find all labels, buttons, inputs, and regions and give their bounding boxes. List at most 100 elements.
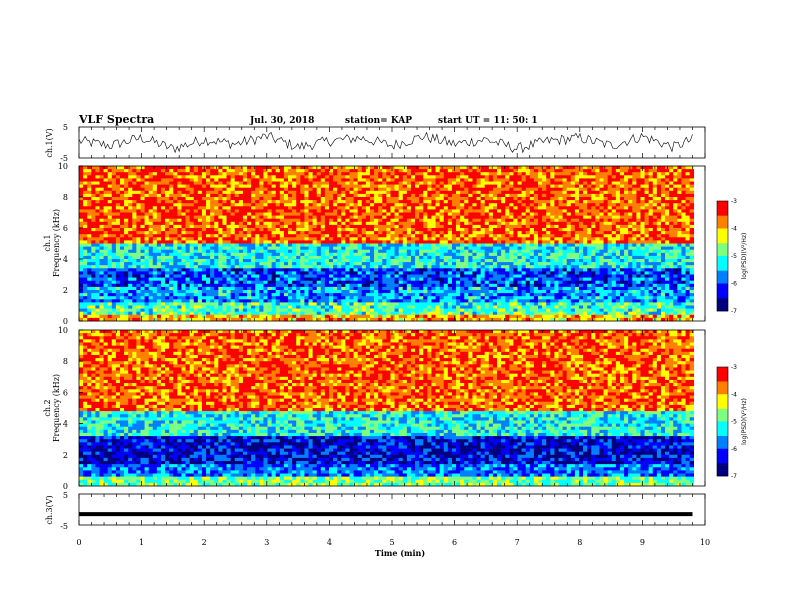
spectrogram-cell <box>79 231 84 235</box>
spectrogram-cell <box>538 200 543 204</box>
spectrogram-cell <box>464 237 469 241</box>
spectrogram-cell <box>87 215 92 219</box>
spectrogram-cell <box>119 224 125 229</box>
spectrogram-cell <box>595 218 600 223</box>
spectrogram-cell <box>439 243 445 247</box>
spectrogram-cell <box>443 206 449 210</box>
spectrogram-cell <box>181 190 186 195</box>
spectrogram-cell <box>238 169 244 173</box>
spectrogram-cell <box>99 193 104 198</box>
spectrogram-cell <box>595 178 600 182</box>
spectrogram-cell <box>554 215 559 219</box>
spectrogram-cell <box>554 237 559 241</box>
spectrogram-cell <box>95 252 100 257</box>
spectrogram-cell <box>681 197 686 201</box>
spectrogram-cell <box>615 184 621 188</box>
spectrogram-cell <box>263 172 268 176</box>
spectrogram-cell <box>648 184 654 188</box>
spectrogram-cell <box>570 246 576 250</box>
spectrogram-cell <box>677 169 682 173</box>
spectrogram-cell <box>382 203 387 207</box>
spectrogram-cell <box>435 252 440 257</box>
spectrogram-cell <box>538 206 543 210</box>
spectrogram-cell <box>333 187 338 192</box>
spectrogram-cell <box>562 265 567 269</box>
spectrogram-cell <box>353 255 358 260</box>
spectrogram-cell <box>632 262 637 266</box>
spectrogram-cell <box>316 252 322 257</box>
spectrogram-cell <box>644 215 649 219</box>
spectrogram-cell <box>435 206 440 210</box>
spectrogram-cell <box>632 178 637 182</box>
spectrogram-cell <box>615 231 621 235</box>
spectrogram-cell <box>378 172 383 176</box>
spectrogram-cell <box>107 221 113 226</box>
spectrogram-cell <box>456 218 461 223</box>
spectrogram-cell <box>124 252 129 257</box>
spectrogram-cell <box>353 243 358 247</box>
spectrogram-cell <box>492 190 498 195</box>
spectrogram-cell <box>398 246 404 250</box>
spectrogram-cell <box>525 193 531 198</box>
spectrogram-cell <box>431 234 436 238</box>
spectrogram-cell <box>99 246 104 250</box>
spectrogram-cell <box>83 209 88 213</box>
spectrogram-cell <box>234 206 240 210</box>
spectrogram-cell <box>447 178 453 182</box>
spectrogram-cell <box>665 212 670 216</box>
spectrogram-cell <box>410 259 416 263</box>
spectrogram-cell <box>308 218 313 223</box>
spectrogram-cell <box>497 218 502 223</box>
spectrogram-cell <box>316 206 322 210</box>
spectrogram-cell <box>119 262 125 266</box>
spectrogram-cell <box>468 221 473 226</box>
spectrogram-cell <box>91 231 96 235</box>
spectrogram-cell <box>83 184 88 188</box>
spectrogram-cell <box>390 255 395 260</box>
spectrogram-cell <box>255 221 260 226</box>
spectrogram-cell <box>361 240 367 244</box>
spectrogram-cell <box>681 240 686 244</box>
spectrogram-cell <box>574 246 580 250</box>
spectrogram-cell <box>624 218 629 223</box>
spectrogram-cell <box>95 193 100 198</box>
spectrogram-cell <box>583 200 588 204</box>
spectrogram-cell <box>669 228 674 232</box>
spectrogram-cell <box>308 231 313 235</box>
spectrogram-cell <box>398 181 404 185</box>
spectrogram-cell <box>681 172 686 176</box>
spectrogram-cell <box>488 166 494 170</box>
spectrogram-cell <box>447 243 453 247</box>
spectrogram-cell <box>636 169 641 173</box>
spectrogram-cell <box>652 200 658 204</box>
spectrogram-cell <box>665 178 670 182</box>
spectrogram-cell <box>324 175 330 179</box>
spectrogram-cell <box>648 187 654 192</box>
spectrogram-cell <box>218 184 223 188</box>
spectrogram-cell <box>312 187 317 192</box>
spectrogram-cell <box>148 259 154 263</box>
spectrogram-cell <box>529 249 535 254</box>
spectrogram-cell <box>156 215 162 219</box>
spectrogram-cell <box>218 172 223 176</box>
spectrogram-cell <box>103 206 108 210</box>
spectrogram-cell <box>406 215 412 219</box>
spectrogram-cell <box>505 166 510 170</box>
spectrogram-cell <box>292 200 297 204</box>
spectrogram-cell <box>497 187 502 192</box>
spectrogram-cell <box>464 255 469 260</box>
spectrogram-cell <box>337 203 342 207</box>
spectrogram-cell <box>443 246 449 250</box>
spectrogram-cell <box>193 268 199 272</box>
spectrogram-cell <box>275 206 281 210</box>
spectrogram-cell <box>685 234 690 238</box>
spectrogram-cell <box>550 265 555 269</box>
spectrogram-cell <box>165 268 170 272</box>
spectrogram-cell <box>578 187 584 192</box>
spectrogram-cell <box>558 259 563 263</box>
spectrogram-cell <box>124 262 129 266</box>
spectrogram-cell <box>263 209 268 213</box>
spectrogram-cell <box>210 215 215 219</box>
spectrogram-cell <box>480 215 486 219</box>
spectrogram-cell <box>173 206 178 210</box>
